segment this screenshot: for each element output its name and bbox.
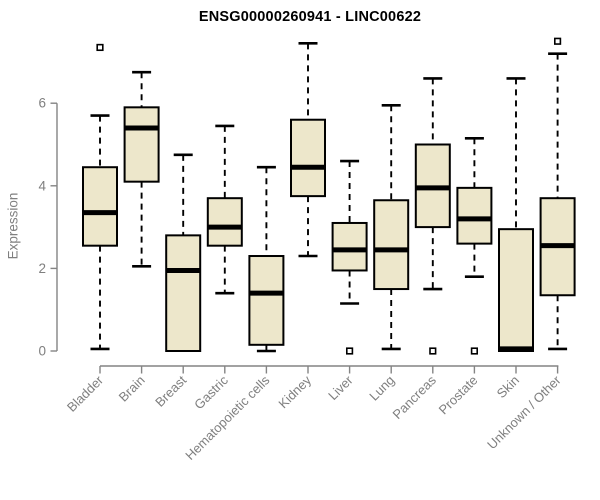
x-tick-label-liver: Liver	[325, 372, 356, 403]
iqr-box	[290, 118, 326, 198]
x-tick-label-lung: Lung	[366, 373, 397, 404]
boxplot-unknown-other	[539, 37, 576, 351]
x-tick-label-bladder: Bladder	[64, 372, 107, 415]
y-tick-label: 0	[38, 344, 46, 359]
iqr-box	[373, 199, 410, 291]
boxplot-liver	[331, 159, 368, 355]
x-tick-label-breast: Breast	[152, 372, 189, 409]
boxplot-lung	[373, 103, 410, 351]
outlier-point	[345, 347, 354, 355]
outlier-point	[470, 347, 479, 355]
x-tick-label-pancreas: Pancreas	[389, 372, 439, 422]
iqr-box	[123, 106, 160, 183]
boxplot-prostate	[456, 137, 493, 355]
iqr-box	[331, 221, 368, 272]
x-tick-label-brain: Brain	[116, 373, 148, 405]
boxplot-pancreas	[414, 77, 451, 355]
x-tick-label-unknown-other: Unknown / Other	[484, 372, 564, 452]
boxplot-bladder	[82, 43, 118, 351]
boxplot-breast	[165, 153, 202, 352]
y-tick-label: 6	[38, 96, 46, 111]
y-tick-label: 4	[38, 178, 46, 193]
iqr-box	[165, 234, 202, 352]
outlier-point	[553, 37, 562, 45]
y-tick-label: 2	[38, 261, 46, 276]
iqr-box	[498, 228, 534, 352]
boxplot-skin	[498, 77, 534, 352]
boxplot-kidney	[290, 42, 326, 258]
boxplot-gastric	[206, 124, 243, 295]
x-tick-label-gastric: Gastric	[191, 372, 231, 412]
iqr-box	[456, 186, 493, 245]
x-tick-label-skin: Skin	[494, 373, 522, 401]
iqr-box	[206, 197, 243, 247]
boxplot-brain	[123, 70, 160, 268]
iqr-box	[248, 255, 285, 346]
outlier-point	[96, 43, 104, 52]
iqr-box	[82, 166, 118, 247]
boxplot-hematopoietic-cells	[248, 165, 285, 353]
x-tick-label-kidney: Kidney	[275, 372, 314, 411]
x-tick-label-prostate: Prostate	[436, 373, 481, 418]
chart-title: ENSG00000260941 - LINC00622	[198, 9, 422, 25]
outlier-point	[429, 347, 437, 355]
